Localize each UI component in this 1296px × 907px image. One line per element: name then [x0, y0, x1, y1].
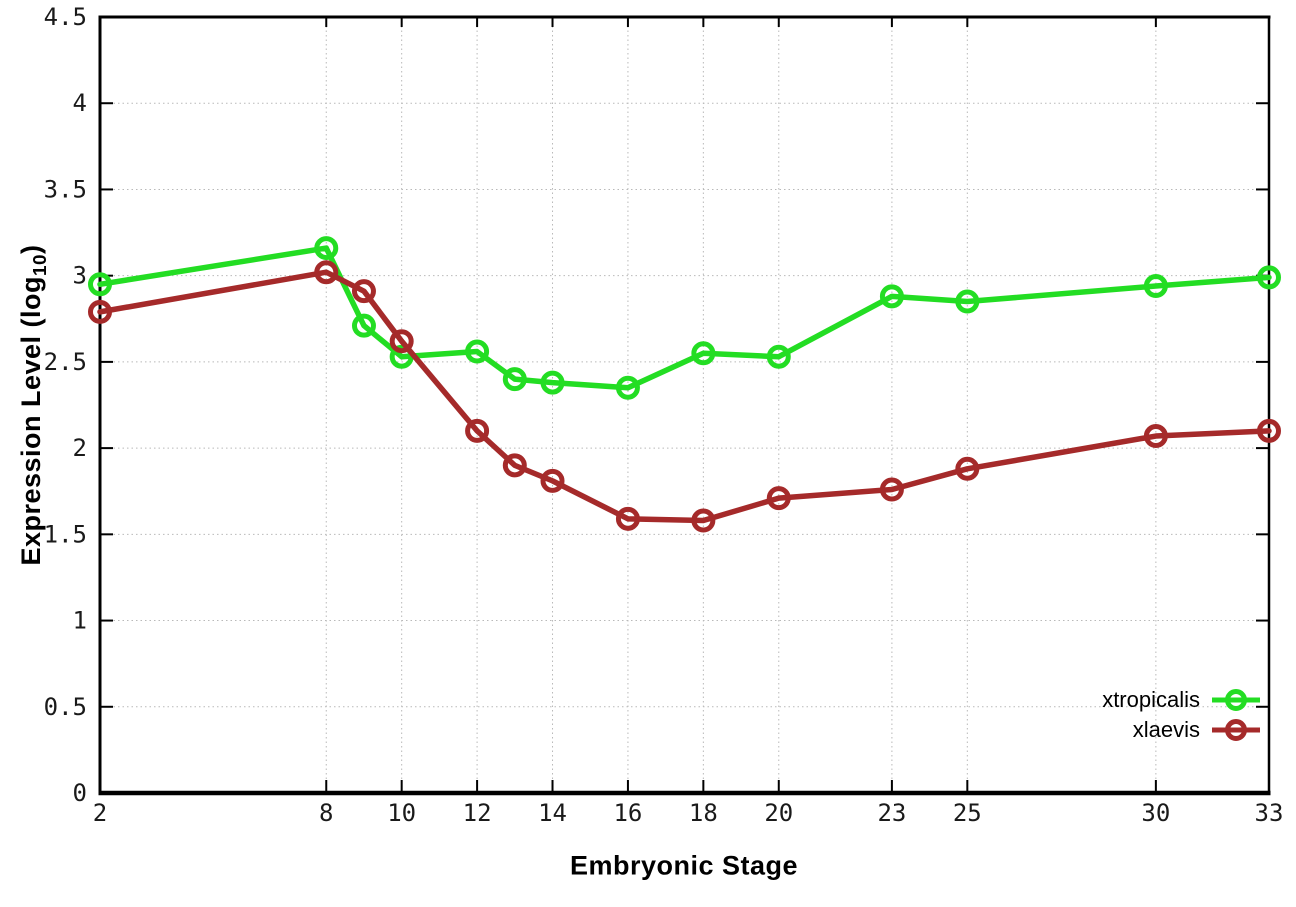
- marker-xlaevis: [314, 260, 339, 285]
- y-tick-label: 4.5: [44, 3, 87, 31]
- x-tick-label: 23: [877, 799, 906, 827]
- y-tick-label: 4: [73, 89, 87, 117]
- y-tick-label: 1: [73, 607, 87, 635]
- legend-label-xtropicalis: xtropicalis: [1102, 687, 1200, 712]
- marker-xlaevis: [615, 506, 640, 531]
- legend-item-xlaevis: xlaevis: [1133, 717, 1262, 743]
- marker-xtropicalis: [955, 289, 980, 314]
- x-tick-label: 30: [1141, 799, 1170, 827]
- legend-marker-xlaevis: [1212, 719, 1260, 741]
- marker-xlaevis: [389, 329, 414, 354]
- marker-xlaevis: [351, 279, 376, 304]
- marker-xtropicalis: [615, 375, 640, 400]
- x-tick-label: 20: [764, 799, 793, 827]
- marker-xlaevis: [879, 477, 904, 502]
- x-tick-label: 2: [93, 799, 107, 827]
- y-axis-title: Expression Level (log10): [16, 244, 52, 565]
- marker-xtropicalis: [691, 341, 716, 366]
- y-tick-label: 2.5: [44, 348, 87, 376]
- series-line-xtropicalis: [97, 245, 1272, 391]
- y-tick-label: 0: [73, 779, 87, 807]
- y-axis-title-close: ): [15, 244, 46, 254]
- x-tick-label: 12: [463, 799, 492, 827]
- marker-xtropicalis: [1257, 265, 1281, 290]
- marker-xtropicalis: [502, 367, 527, 392]
- y-tick-label: 2: [73, 434, 87, 462]
- marker-xlaevis: [1143, 424, 1168, 449]
- marker-xlaevis: [465, 418, 490, 443]
- legend: xtropicalis xlaevis: [1102, 687, 1262, 743]
- x-tick-label: 16: [613, 799, 642, 827]
- legend-item-xtropicalis: xtropicalis: [1102, 687, 1262, 713]
- x-tick-label: 25: [953, 799, 982, 827]
- y-tick-label: 3: [73, 262, 87, 290]
- legend-marker-xtropicalis: [1212, 689, 1260, 711]
- marker-xlaevis: [955, 456, 980, 481]
- y-axis-title-text: Expression Level (log: [15, 275, 46, 566]
- y-tick-label: 1.5: [44, 520, 87, 548]
- x-tick-label: 18: [689, 799, 718, 827]
- marker-xlaevis: [540, 468, 565, 493]
- x-tick-label: 10: [387, 799, 416, 827]
- x-axis-title: Embryonic Stage: [569, 850, 799, 881]
- marker-xtropicalis: [766, 344, 791, 369]
- marker-xlaevis: [88, 299, 112, 324]
- y-tick-label: 3.5: [44, 175, 87, 203]
- marker-xtropicalis: [351, 313, 376, 338]
- y-axis-title-subscript: 10: [30, 253, 52, 276]
- marker-xtropicalis: [314, 236, 339, 261]
- y-tick-label: 0.5: [44, 693, 87, 721]
- marker-xtropicalis: [540, 370, 565, 395]
- series-line-xlaevis: [97, 269, 1272, 524]
- x-tick-label: 33: [1255, 799, 1284, 827]
- marker-xtropicalis: [879, 284, 904, 309]
- marker-xlaevis: [766, 486, 791, 511]
- marker-xtropicalis: [465, 339, 490, 364]
- marker-xtropicalis: [88, 272, 112, 297]
- marker-xlaevis: [1257, 418, 1281, 443]
- x-tick-label: 14: [538, 799, 567, 827]
- legend-label-xlaevis: xlaevis: [1132, 717, 1200, 742]
- marker-xtropicalis: [1143, 274, 1168, 299]
- x-tick-label: 8: [319, 799, 333, 827]
- marker-xlaevis: [691, 508, 716, 533]
- marker-xlaevis: [502, 453, 527, 478]
